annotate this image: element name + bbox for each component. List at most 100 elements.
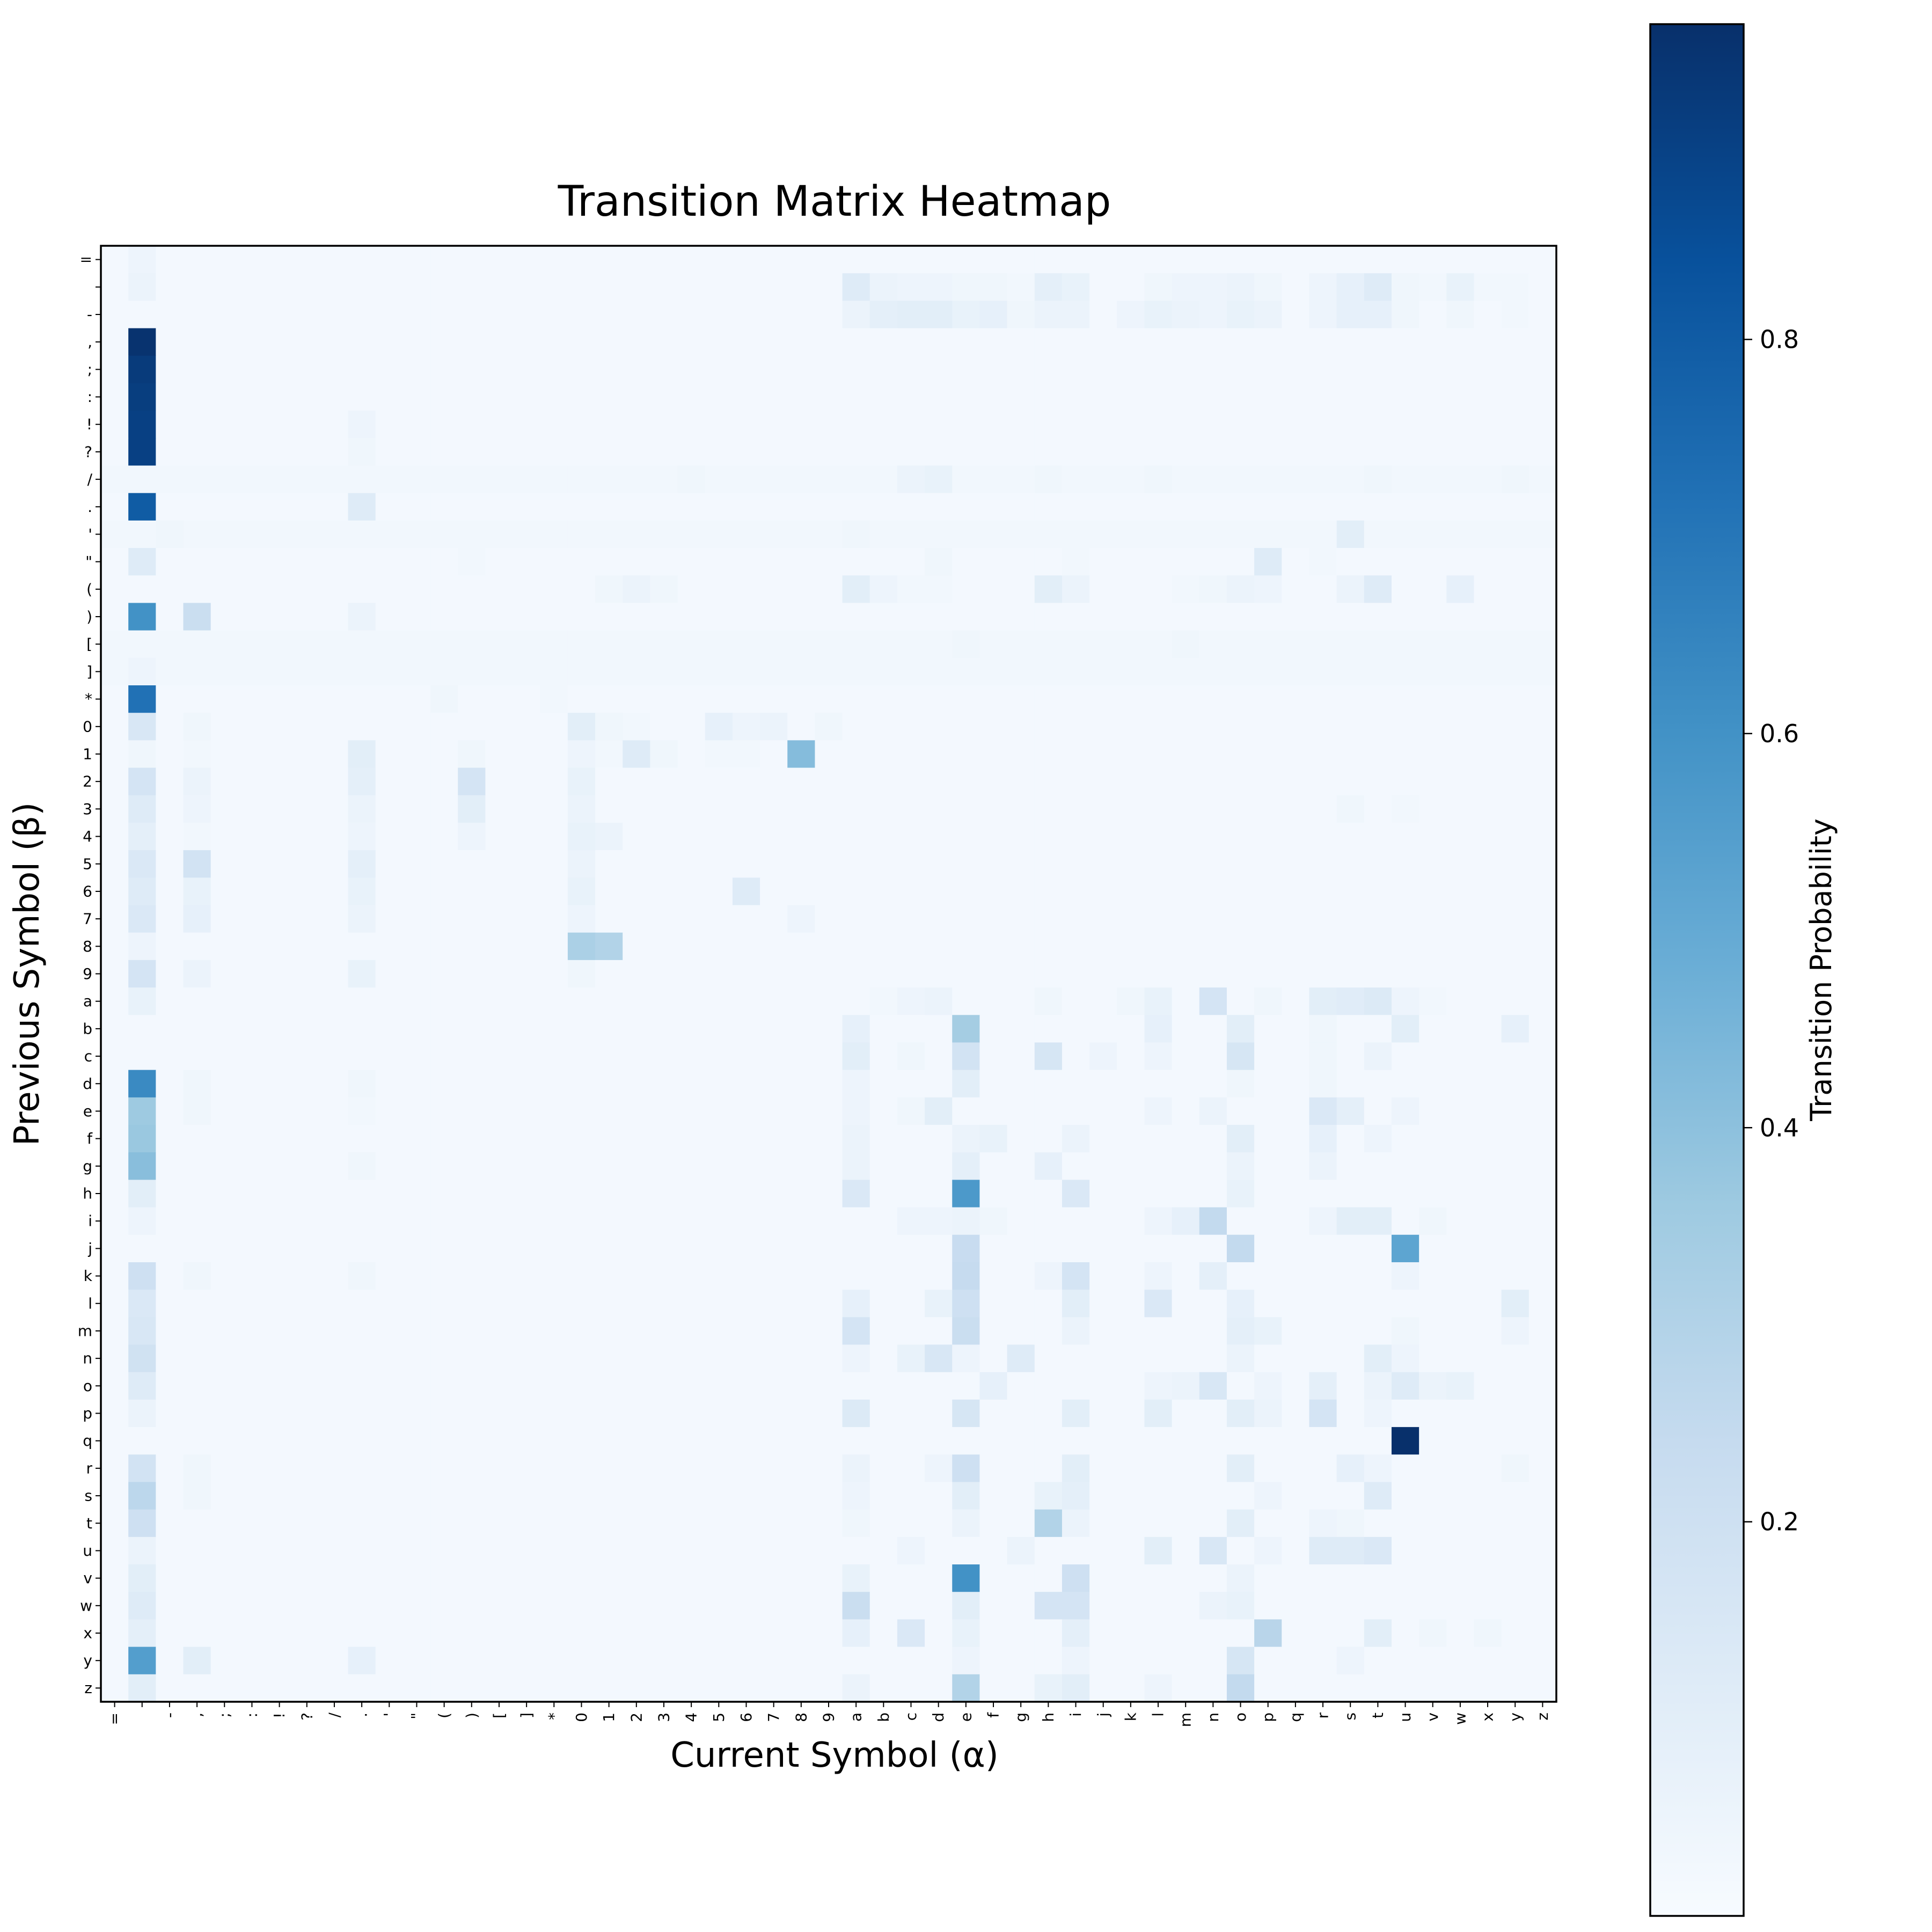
heatmap-cell [1007, 520, 1035, 548]
heatmap-cell [1007, 960, 1035, 988]
heatmap-cell [677, 685, 706, 713]
heatmap-cell [732, 1097, 760, 1125]
heatmap-cell [1419, 1290, 1447, 1318]
heatmap-cell [1007, 932, 1035, 961]
heatmap-cell [1419, 1125, 1447, 1153]
heatmap-cell [842, 1262, 870, 1290]
heatmap-cell [210, 1536, 239, 1565]
heatmap-cell [1419, 1180, 1447, 1208]
heatmap-cell [650, 1619, 678, 1648]
heatmap-cell [485, 1536, 514, 1565]
heatmap-cell [1419, 1015, 1447, 1043]
heatmap-cell [567, 850, 596, 878]
heatmap-cell [513, 1646, 541, 1675]
heatmap-cell [375, 273, 404, 301]
heatmap-cell [430, 657, 458, 686]
heatmap-cell [1226, 1454, 1255, 1483]
heatmap-cell [595, 1674, 623, 1702]
heatmap-cell [128, 603, 156, 631]
heatmap-cell [458, 767, 486, 796]
heatmap-cell [1062, 657, 1090, 686]
heatmap-cell [623, 850, 650, 878]
heatmap-cell [266, 1344, 294, 1373]
heatmap-cell [1501, 1207, 1529, 1235]
heatmap-cell [1501, 1399, 1529, 1428]
heatmap-cell [925, 1152, 953, 1181]
heatmap-cell [787, 1646, 816, 1675]
heatmap-cell [869, 1536, 898, 1565]
heatmap-cell [1501, 1070, 1529, 1098]
heatmap-cell [1062, 328, 1090, 356]
heatmap-cell [1254, 657, 1282, 686]
heatmap-cell [1446, 850, 1475, 878]
heatmap-cell [787, 383, 816, 411]
heatmap-cell [210, 1372, 239, 1400]
heatmap-cell [897, 905, 925, 933]
heatmap-cell [238, 1317, 266, 1345]
heatmap-cell [128, 795, 156, 823]
heatmap-cell [402, 1372, 431, 1400]
heatmap-cell [1364, 987, 1392, 1015]
heatmap-cell [1364, 603, 1392, 631]
heatmap-cell [183, 1592, 211, 1620]
heatmap-cell [705, 905, 733, 933]
heatmap-cell [1199, 1399, 1227, 1428]
heatmap-cell [623, 520, 650, 548]
heatmap-cell [732, 932, 760, 961]
heatmap-cell [595, 1180, 623, 1208]
heatmap-cell [595, 685, 623, 713]
heatmap-cell [430, 575, 458, 604]
heatmap-cell [842, 1427, 870, 1455]
heatmap-cell [1144, 1234, 1173, 1263]
heatmap-cell [1254, 1646, 1282, 1675]
heatmap-cell [1282, 1015, 1310, 1043]
heatmap-cell [1282, 520, 1310, 548]
heatmap-cell [1117, 383, 1145, 411]
heatmap-cell [869, 1619, 898, 1648]
heatmap-cell [101, 630, 129, 658]
heatmap-cell [1172, 877, 1200, 906]
heatmap-cell [842, 1097, 870, 1125]
heatmap-cell [375, 960, 404, 988]
heatmap-cell [375, 987, 404, 1015]
heatmap-cell [1364, 1344, 1392, 1373]
heatmap-cell [952, 438, 980, 466]
heatmap-cell [705, 520, 733, 548]
heatmap-cell [183, 1317, 211, 1345]
heatmap-cell [1117, 1180, 1145, 1208]
heatmap-cell [101, 1234, 129, 1263]
heatmap-cell [540, 767, 568, 796]
heatmap-cell [1062, 1564, 1090, 1592]
heatmap-cell [1172, 713, 1200, 741]
heatmap-cell [128, 1317, 156, 1345]
heatmap-cell [1336, 575, 1365, 604]
heatmap-cell [1391, 1427, 1419, 1455]
heatmap-cell [842, 685, 870, 713]
heatmap-cell [101, 1536, 129, 1565]
heatmap-cell [787, 932, 816, 961]
heatmap-cell [1474, 960, 1502, 988]
heatmap-cell [1336, 905, 1365, 933]
heatmap-cell [293, 575, 321, 604]
heatmap-cell [623, 575, 650, 604]
heatmap-cell [732, 657, 760, 686]
heatmap-cell [595, 1097, 623, 1125]
heatmap-cell [266, 438, 294, 466]
heatmap-cell [842, 328, 870, 356]
heatmap-cell [1034, 877, 1063, 906]
heatmap-cell [1117, 301, 1145, 329]
heatmap-cell [375, 1180, 404, 1208]
heatmap-cell [650, 685, 678, 713]
heatmap-cell [815, 877, 843, 906]
heatmap-cell [787, 1536, 816, 1565]
heatmap-cell [842, 1070, 870, 1098]
x-tick-label: e [957, 1713, 975, 1722]
heatmap-cell [1364, 548, 1392, 576]
heatmap-cell [1254, 630, 1282, 658]
heatmap-cell [1254, 1509, 1282, 1538]
heatmap-cell [842, 1152, 870, 1181]
heatmap-cell [156, 493, 184, 521]
y-tick-label: y [83, 1652, 92, 1670]
y-tick-label: j [87, 1240, 92, 1257]
heatmap-cell [1282, 1180, 1310, 1208]
